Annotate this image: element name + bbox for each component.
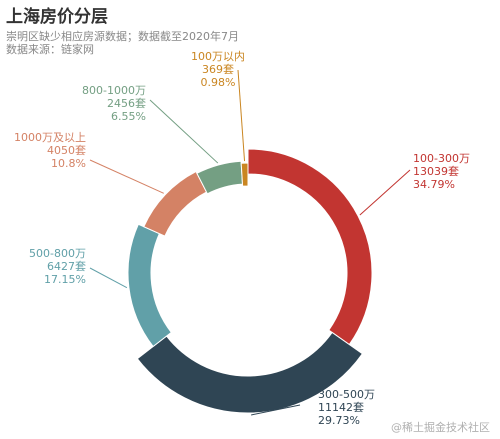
label-percent: 29.73% <box>318 414 360 427</box>
label-percent: 0.98% <box>201 76 236 89</box>
label-count: 4050套 <box>47 144 86 157</box>
leader-line-5 <box>237 69 246 162</box>
leader-line-3 <box>89 159 164 194</box>
label-name: 100-300万 <box>413 152 470 165</box>
label-count: 6427套 <box>47 260 86 273</box>
slice-label-1: 300-500万 11142套 29.73% <box>318 388 375 427</box>
watermark: @稀土掘金技术社区 <box>391 421 490 434</box>
label-count: 13039套 <box>413 165 459 178</box>
chart-title: 上海房价分层 <box>6 7 108 27</box>
pie-slice-3[interactable] <box>143 170 208 237</box>
slice-label-5: 100万以内 369套 0.98% <box>191 49 245 89</box>
leader-line-1 <box>251 404 301 416</box>
label-name: 800-1000万 <box>82 84 146 97</box>
label-count: 2456套 <box>107 97 146 110</box>
pie-slice-0[interactable] <box>247 148 373 346</box>
subtitle-source: 数据来源：链家网 <box>6 43 94 56</box>
label-percent: 17.15% <box>44 273 86 286</box>
label-percent: 6.55% <box>111 110 146 123</box>
slice-label-0: 100-300万 13039套 34.79% <box>413 152 470 191</box>
leader-line-2 <box>89 267 128 289</box>
pie-slice-2[interactable] <box>127 223 173 348</box>
label-count: 369套 <box>202 63 234 76</box>
label-percent: 34.79% <box>413 178 455 191</box>
leader-line-4 <box>149 99 219 164</box>
chart-subtitle: 崇明区缺少相应房源数据；数据截至2020年7月 数据来源：链家网 <box>6 30 239 56</box>
subtitle-note: 崇明区缺少相应房源数据；数据截至2020年7月 <box>6 30 239 43</box>
leader-line-0 <box>359 169 411 216</box>
label-name: 100万以内 <box>191 49 245 63</box>
slice-label-2: 500-800万 6427套 17.15% <box>29 247 86 286</box>
slice-label-4: 800-1000万 2456套 6.55% <box>82 84 146 123</box>
pie-slice-1[interactable] <box>136 331 364 414</box>
label-name: 500-800万 <box>29 247 86 260</box>
label-name: 1000万及以上 <box>14 131 86 144</box>
label-name: 300-500万 <box>318 388 375 401</box>
label-count: 11142套 <box>318 401 364 414</box>
pie-slice-5[interactable] <box>240 162 249 187</box>
label-percent: 10.8% <box>51 157 86 170</box>
slice-label-3: 1000万及以上 4050套 10.8% <box>14 131 86 170</box>
